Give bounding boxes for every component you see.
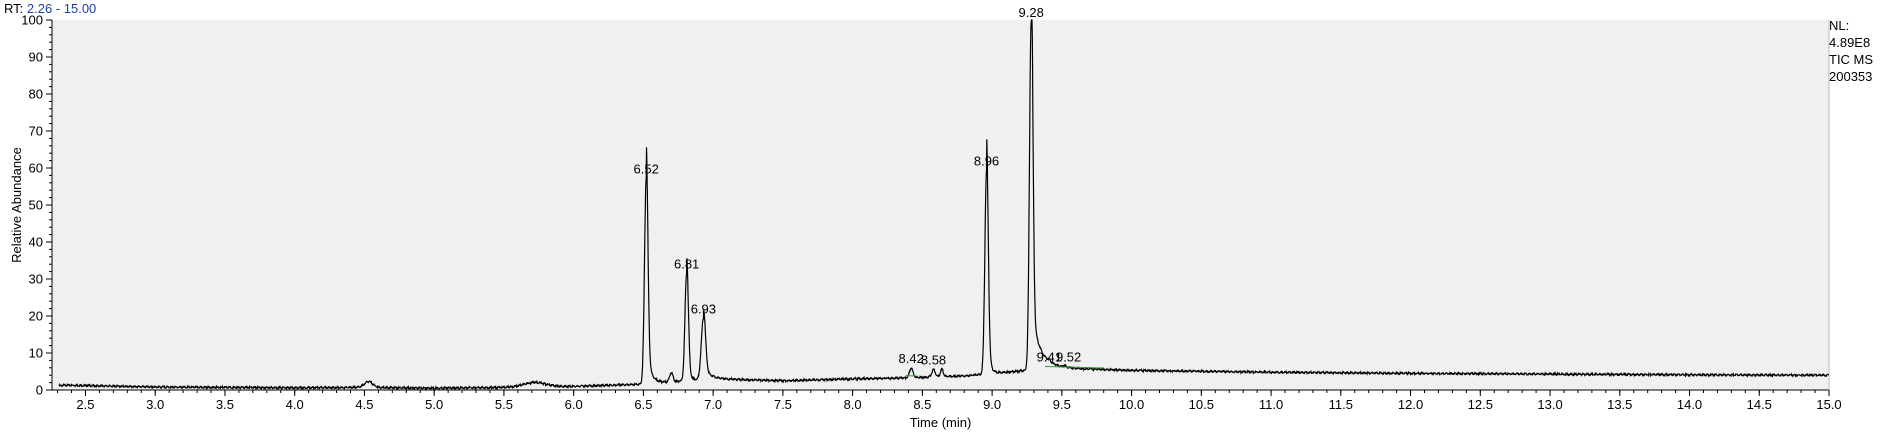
x-tick-label: 11.5	[1329, 397, 1353, 412]
nl-value: 4.89E8	[1829, 35, 1871, 50]
peak-label: 6.52	[634, 161, 659, 176]
x-tick-label: 3.5	[216, 397, 234, 412]
y-axis-title: Relative Abundance	[9, 147, 24, 263]
x-tick-label: 6.5	[634, 397, 652, 412]
y-tick-label: 0	[36, 383, 43, 398]
x-tick-label: 14.0	[1677, 397, 1702, 412]
plot-area	[52, 20, 1829, 390]
x-tick-label: 14.5	[1747, 397, 1772, 412]
peak-label: 8.42	[899, 351, 924, 366]
normalization-info: NL: 4.89E8 TIC MS 200353	[1829, 17, 1873, 85]
x-tick-label: 6.0	[565, 397, 583, 412]
y-tick-label: 60	[29, 161, 43, 176]
x-tick-label: 10.0	[1119, 397, 1144, 412]
x-tick-label: 5.5	[495, 397, 513, 412]
y-tick-label: 90	[29, 50, 43, 65]
y-tick-label: 20	[29, 309, 43, 324]
peak-label: 9.52	[1056, 350, 1081, 365]
scan-type: TIC MS	[1829, 52, 1874, 67]
tic-trace	[58, 19, 1830, 392]
rt-range-header: RT: 2.26 - 15.00	[4, 1, 96, 16]
sample-id: 200353	[1829, 69, 1873, 84]
x-tick-label: 15.0	[1816, 397, 1841, 412]
peak-integration-mark	[1045, 365, 1104, 369]
x-tick-label: 11.0	[1259, 397, 1283, 412]
x-tick-label: 4.0	[286, 397, 304, 412]
rt-range-value: 2.26 - 15.00	[26, 1, 97, 16]
x-tick-label: 9.0	[983, 397, 1001, 412]
nl-label: NL:	[1829, 18, 1850, 33]
x-tick-label: 13.5	[1607, 397, 1632, 412]
peak-label: 6.93	[691, 302, 716, 317]
x-tick-label: 13.0	[1537, 397, 1562, 412]
x-tick-label: 8.0	[844, 397, 862, 412]
peak-label: 9.41	[1037, 349, 1062, 364]
peak-label: 8.96	[974, 153, 999, 168]
y-tick-label: 10	[29, 346, 43, 361]
y-tick-label: 70	[29, 124, 43, 139]
x-tick-label: 12.5	[1468, 397, 1493, 412]
rt-prefix: RT:	[4, 1, 24, 16]
x-tick-label: 7.0	[704, 397, 722, 412]
x-tick-label: 5.0	[425, 397, 443, 412]
peak-label: 9.28	[1019, 5, 1044, 20]
y-tick-label: 40	[29, 235, 43, 250]
x-tick-label: 12.0	[1398, 397, 1423, 412]
x-tick-label: 2.5	[76, 397, 94, 412]
x-tick-label: 8.5	[913, 397, 931, 412]
y-tick-label: 80	[29, 87, 43, 102]
peak-label: 6.81	[674, 256, 699, 271]
x-axis-title: Time (min)	[910, 415, 972, 430]
x-tick-label: 3.0	[146, 397, 164, 412]
y-tick-label: 50	[29, 198, 43, 213]
x-tick-label: 7.5	[774, 397, 792, 412]
peak-label: 8.58	[921, 353, 946, 368]
y-tick-label: 30	[29, 272, 43, 287]
y-tick-label: 100	[21, 13, 43, 28]
x-tick-label: 9.5	[1053, 397, 1071, 412]
x-tick-label: 4.5	[355, 397, 373, 412]
x-tick-label: 10.5	[1189, 397, 1214, 412]
